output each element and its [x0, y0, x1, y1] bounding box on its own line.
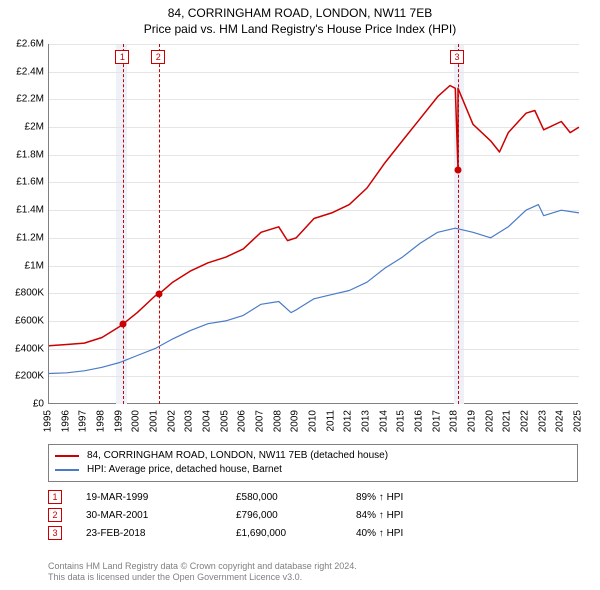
footer-attribution: Contains HM Land Registry data © Crown c…: [48, 561, 357, 584]
x-axis-label: 2023: [537, 410, 548, 432]
x-axis-label: 2024: [555, 410, 566, 432]
transaction-marker: 3: [48, 526, 62, 540]
y-axis-label: £1.6M: [16, 177, 44, 188]
y-axis-label: £2.2M: [16, 94, 44, 105]
y-axis-label: £1.4M: [16, 205, 44, 216]
transaction-marker-dot: [156, 290, 163, 297]
x-axis-label: 2021: [502, 410, 513, 432]
x-axis-label: 1998: [96, 410, 107, 432]
transactions-table: 1 19-MAR-1999 £580,000 89% ↑ HPI 2 30-MA…: [48, 488, 578, 542]
legend-swatch: [55, 455, 79, 457]
transaction-pct: 40% ↑ HPI: [356, 528, 446, 539]
x-axis-label: 2018: [449, 410, 460, 432]
x-axis-label: 2025: [573, 410, 584, 432]
chart-title-block: 84, CORRINGHAM ROAD, LONDON, NW11 7EB Pr…: [0, 0, 600, 37]
transaction-marker: 1: [48, 490, 62, 504]
legend-item: HPI: Average price, detached house, Barn…: [55, 463, 571, 477]
x-axis-label: 2010: [308, 410, 319, 432]
x-axis-label: 2017: [431, 410, 442, 432]
transaction-date: 23-FEB-2018: [86, 528, 236, 539]
x-axis-label: 2008: [272, 410, 283, 432]
y-axis-label: £2.4M: [16, 66, 44, 77]
transaction-marker: 2: [48, 508, 62, 522]
legend-swatch: [55, 469, 79, 471]
transaction-marker-box: 1: [115, 50, 129, 64]
transaction-date: 30-MAR-2001: [86, 510, 236, 521]
x-axis-label: 2004: [202, 410, 213, 432]
transaction-price: £796,000: [236, 510, 356, 521]
title-address: 84, CORRINGHAM ROAD, LONDON, NW11 7EB: [0, 6, 600, 22]
footer-line: This data is licensed under the Open Gov…: [48, 572, 357, 584]
legend: 84, CORRINGHAM ROAD, LONDON, NW11 7EB (d…: [48, 444, 578, 482]
transaction-marker-dot: [120, 320, 127, 327]
x-axis-label: 2012: [343, 410, 354, 432]
x-axis-label: 2013: [361, 410, 372, 432]
x-axis-label: 2011: [325, 410, 336, 432]
y-axis-label: £1.8M: [16, 149, 44, 160]
line-series-svg: [49, 44, 579, 404]
y-axis-label: £600K: [15, 315, 44, 326]
transaction-marker-box: 2: [151, 50, 165, 64]
x-axis-label: 2005: [219, 410, 230, 432]
y-axis-label: £1M: [25, 260, 44, 271]
legend-label: 84, CORRINGHAM ROAD, LONDON, NW11 7EB (d…: [87, 449, 388, 463]
x-axis-label: 2019: [467, 410, 478, 432]
legend-label: HPI: Average price, detached house, Barn…: [87, 463, 282, 477]
y-axis-label: £400K: [15, 343, 44, 354]
x-axis-label: 2020: [484, 410, 495, 432]
x-axis-label: 2014: [378, 410, 389, 432]
plot-region: [48, 44, 578, 404]
transaction-marker-dot: [454, 167, 461, 174]
chart-area: £0£200K£400K£600K£800K£1M£1.2M£1.4M£1.6M…: [48, 44, 578, 404]
y-axis-label: £200K: [15, 371, 44, 382]
series-line-hpi: [49, 205, 579, 374]
x-axis-label: 1996: [60, 410, 71, 432]
transaction-date: 19-MAR-1999: [86, 492, 236, 503]
x-axis-label: 2016: [414, 410, 425, 432]
table-row: 1 19-MAR-1999 £580,000 89% ↑ HPI: [48, 488, 578, 506]
transaction-pct: 89% ↑ HPI: [356, 492, 446, 503]
table-row: 3 23-FEB-2018 £1,690,000 40% ↑ HPI: [48, 524, 578, 542]
x-axis-label: 2001: [149, 410, 160, 432]
x-axis-label: 2002: [166, 410, 177, 432]
x-axis-label: 2003: [184, 410, 195, 432]
table-row: 2 30-MAR-2001 £796,000 84% ↑ HPI: [48, 506, 578, 524]
x-axis-label: 1999: [113, 410, 124, 432]
x-axis-label: 2009: [290, 410, 301, 432]
y-axis-label: £0: [33, 399, 44, 410]
transaction-marker-box: 3: [450, 50, 464, 64]
x-axis-label: 2006: [237, 410, 248, 432]
title-subtitle: Price paid vs. HM Land Registry's House …: [0, 22, 600, 38]
transaction-price: £580,000: [236, 492, 356, 503]
y-axis-label: £1.2M: [16, 232, 44, 243]
x-axis-label: 1995: [43, 410, 54, 432]
y-axis-label: £2.6M: [16, 39, 44, 50]
footer-line: Contains HM Land Registry data © Crown c…: [48, 561, 357, 573]
x-axis-label: 1997: [78, 410, 89, 432]
y-axis-label: £2M: [25, 122, 44, 133]
transaction-pct: 84% ↑ HPI: [356, 510, 446, 521]
x-axis-label: 2000: [131, 410, 142, 432]
x-axis-label: 2015: [396, 410, 407, 432]
transaction-price: £1,690,000: [236, 528, 356, 539]
x-axis-label: 2022: [520, 410, 531, 432]
y-axis-label: £800K: [15, 288, 44, 299]
x-axis-label: 2007: [255, 410, 266, 432]
series-line-subject: [49, 86, 579, 346]
legend-item: 84, CORRINGHAM ROAD, LONDON, NW11 7EB (d…: [55, 449, 571, 463]
